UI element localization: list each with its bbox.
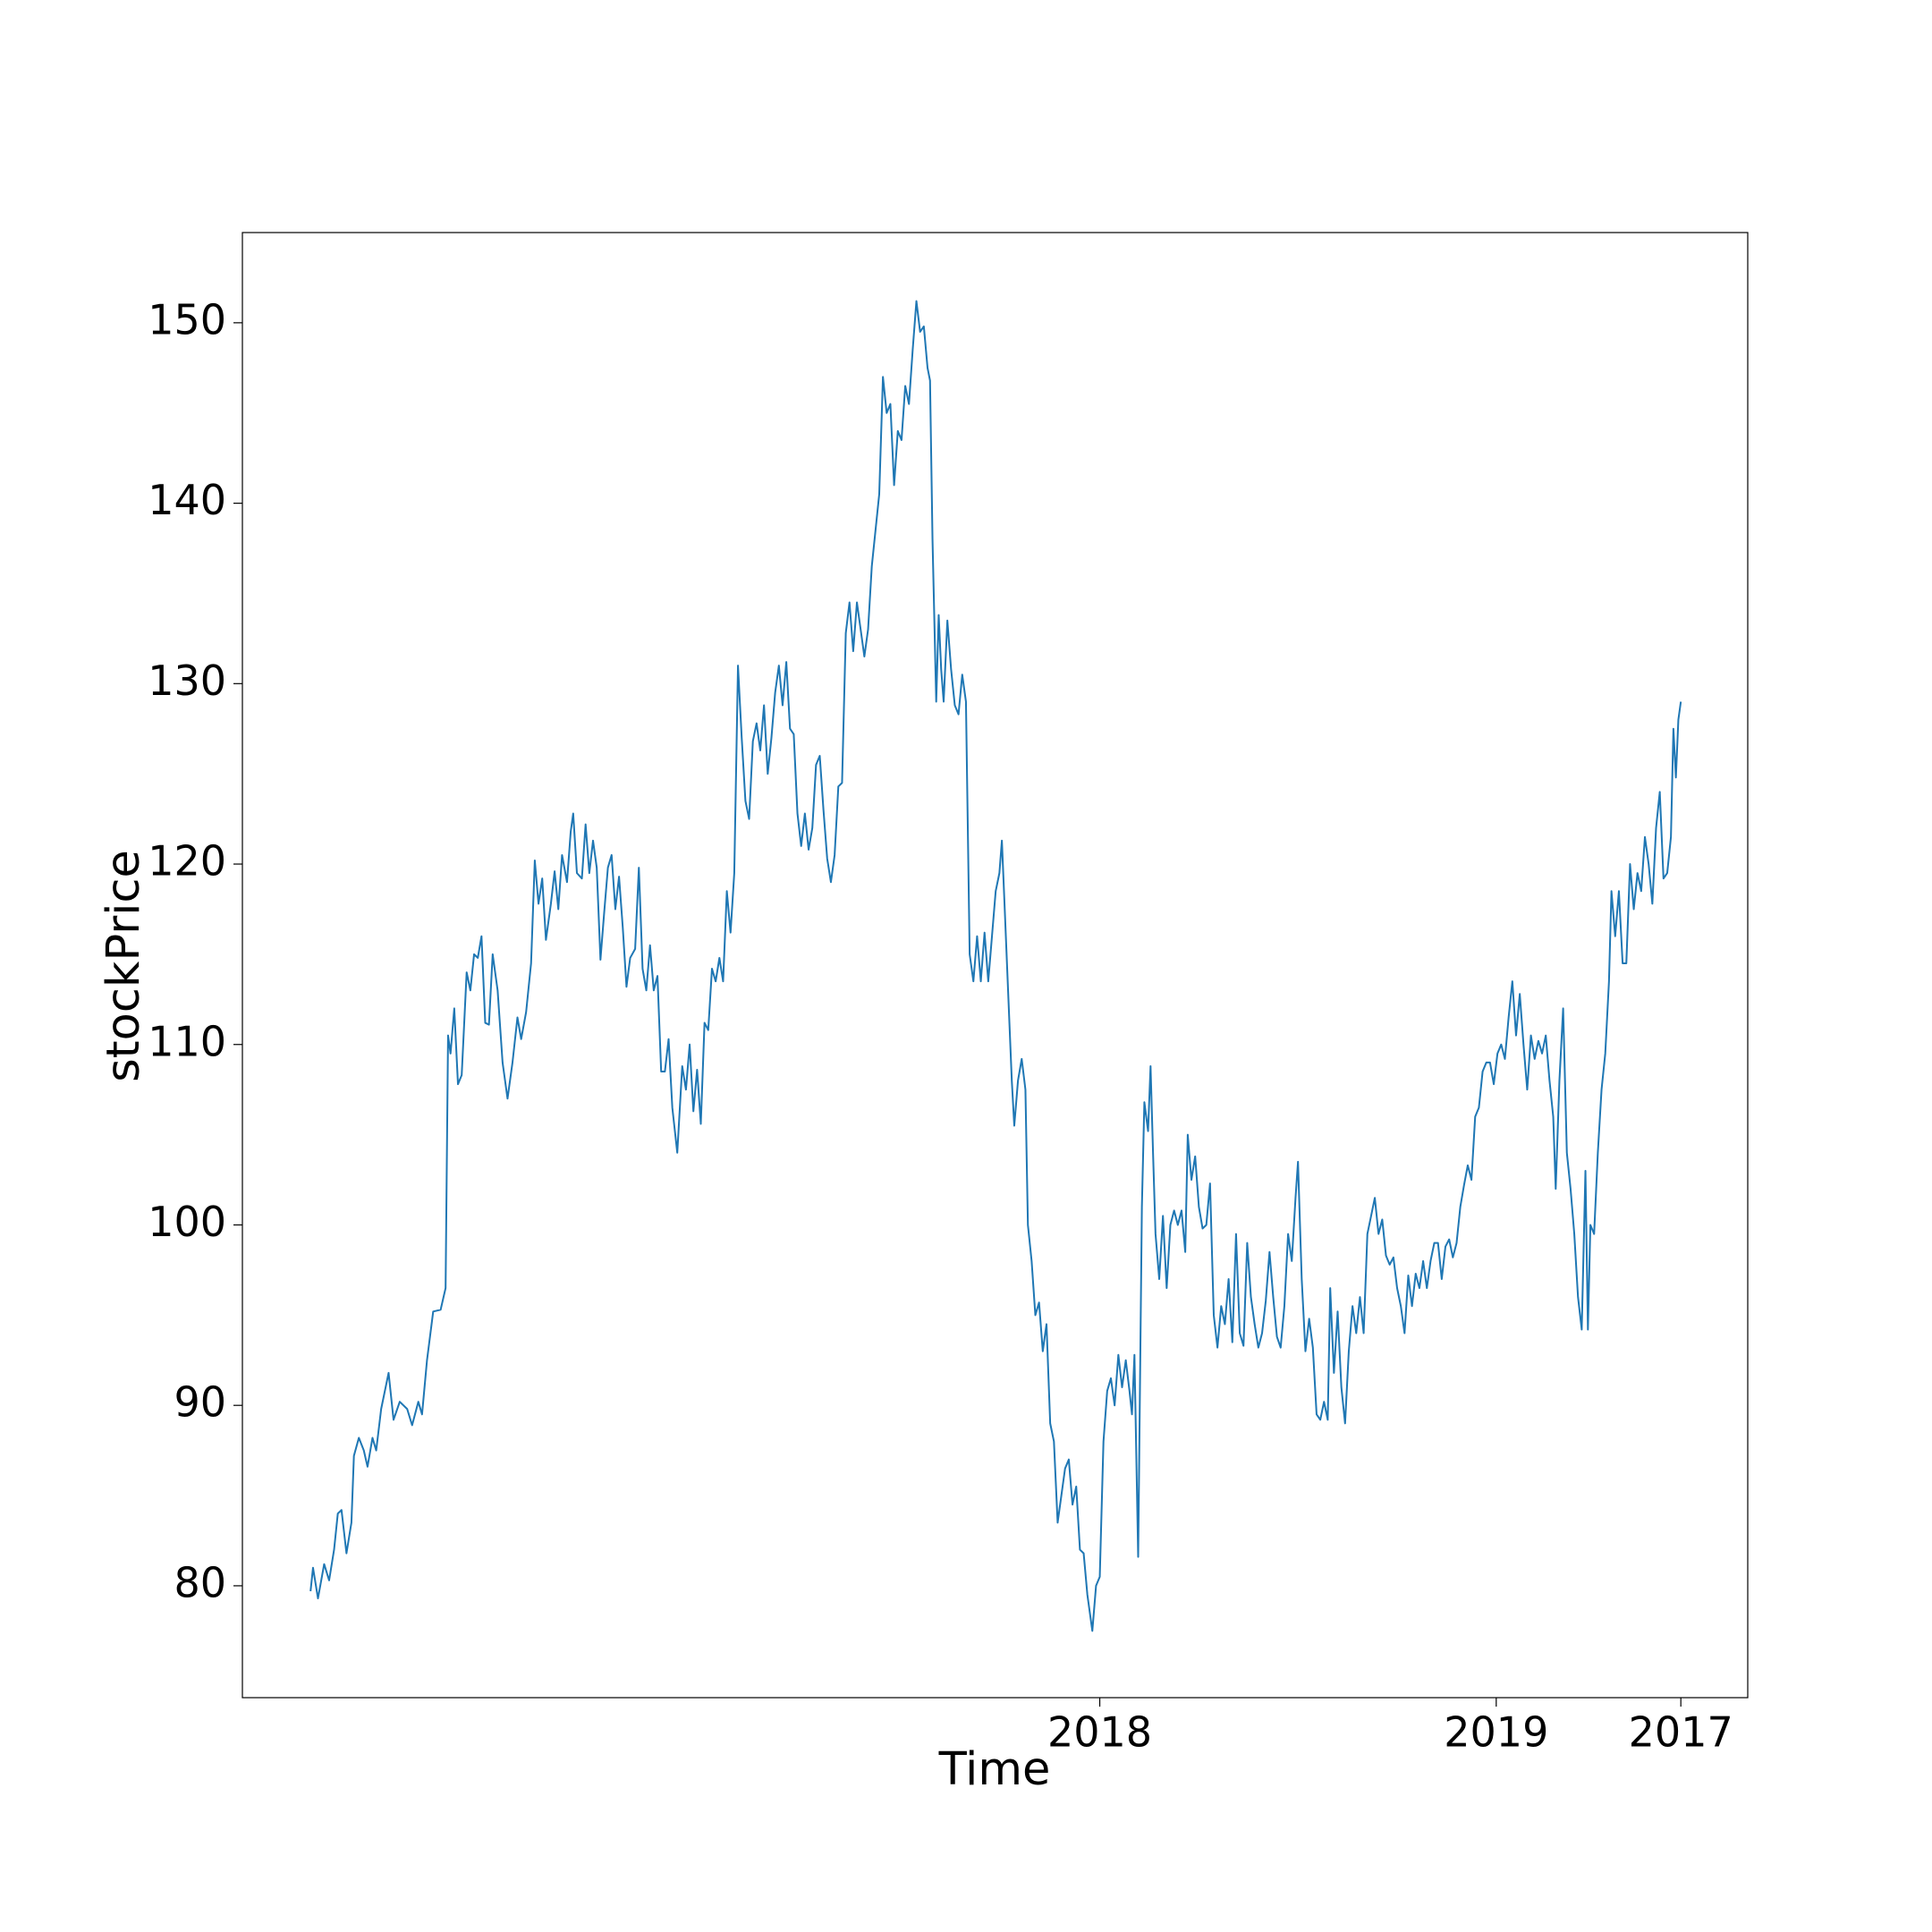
y-tick-label: 110 (148, 1017, 226, 1065)
price-line (309, 300, 1682, 1632)
y-tick-label: 150 (148, 295, 226, 343)
x-tick-label: 2019 (1444, 1708, 1548, 1757)
y-tick-label: 80 (174, 1558, 226, 1606)
y-tick-label: 90 (174, 1378, 226, 1427)
y-tick-label: 130 (148, 657, 226, 705)
y-tick-label: 140 (148, 476, 226, 524)
plot-frame (242, 232, 1749, 1699)
x-tick-label: 2018 (1047, 1708, 1152, 1757)
y-tick-label: 120 (148, 837, 226, 886)
y-axis-label: stockPrice (97, 850, 150, 1082)
y-tick-label: 100 (148, 1198, 226, 1246)
x-axis-label: Time (938, 1743, 1051, 1796)
x-tick-label: 2017 (1629, 1708, 1733, 1757)
